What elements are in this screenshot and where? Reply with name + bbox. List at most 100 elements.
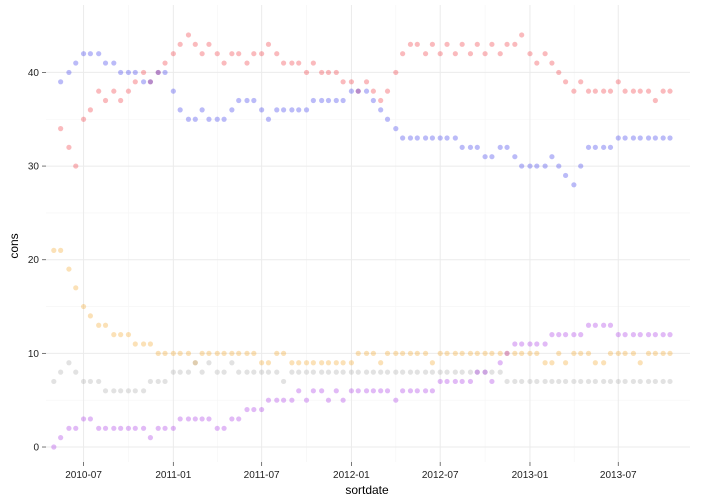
data-point [601,144,607,150]
data-point [325,69,332,76]
data-point [265,41,272,47]
data-point [660,135,666,141]
data-point [348,360,355,366]
data-point [637,332,643,338]
data-point [549,360,555,366]
data-point [622,135,628,141]
data-point [497,144,503,150]
data-point [340,369,346,375]
data-point [601,378,607,385]
data-point [274,397,280,403]
data-point [325,397,332,403]
data-point [51,247,57,253]
data-point [571,350,577,356]
data-point [534,378,540,385]
data-point [437,350,443,356]
data-point [147,341,154,347]
data-point [340,360,346,366]
data-point [303,69,310,76]
x-tick-label: 2011-01 [155,470,191,481]
data-point [281,107,287,113]
data-point [221,425,227,431]
data-point [512,341,518,347]
data-point [355,350,361,356]
data-point [414,350,420,356]
data-point [459,144,465,150]
data-point [489,350,495,356]
data-point [437,51,443,57]
data-point [542,51,548,57]
data-point [378,369,384,375]
data-point [422,369,429,375]
data-point [348,369,355,375]
data-point [192,360,198,366]
data-point [519,350,525,356]
data-point [607,350,614,356]
data-point [132,425,138,431]
data-point [607,88,614,94]
data-point [251,369,257,375]
data-point [519,341,525,347]
data-point [429,388,435,394]
data-point [251,51,257,57]
data-point [482,51,488,57]
data-point [504,350,510,356]
y-tick-label: 40 [28,68,40,79]
data-point [519,32,525,38]
data-point [87,416,93,422]
data-point [534,350,540,356]
data-point [407,41,414,47]
data-point [333,369,339,375]
data-point [206,116,212,122]
data-point [370,88,376,94]
data-point [170,350,176,356]
data-point [259,406,265,413]
data-point [489,378,495,385]
data-point [378,107,384,113]
data-point [578,79,584,85]
data-point [562,378,569,385]
data-point [637,378,643,385]
data-point [622,378,628,385]
data-point [206,416,212,422]
data-point [474,369,480,375]
data-point [459,378,465,385]
data-point [512,154,518,160]
data-point [281,397,287,403]
x-tick-label: 2011-07 [244,470,280,481]
data-point [265,116,272,122]
data-point [221,116,227,122]
data-point [170,51,176,57]
data-point [429,135,435,141]
data-point [80,116,87,122]
data-point [592,88,598,94]
data-point [370,369,376,375]
data-point [229,416,235,422]
data-point [319,369,325,375]
data-point [132,388,138,394]
data-point [274,369,280,375]
data-point [414,135,420,141]
series-3 [51,247,673,366]
data-point [244,406,250,413]
data-point [400,388,406,394]
data-point [251,406,257,413]
data-point [482,350,488,356]
data-point [325,97,332,104]
data-point [512,378,518,385]
data-point [199,416,205,422]
data-point [87,378,93,385]
y-tick-label: 30 [28,162,40,173]
data-point [289,60,295,66]
data-point [87,51,93,57]
data-point [333,69,339,76]
data-point [177,107,183,113]
data-point [319,388,325,394]
data-point [132,79,138,85]
data-point [199,350,205,356]
data-point [562,79,569,85]
data-point [444,378,450,385]
data-point [652,350,658,356]
data-point [437,378,443,385]
data-point [497,350,503,356]
